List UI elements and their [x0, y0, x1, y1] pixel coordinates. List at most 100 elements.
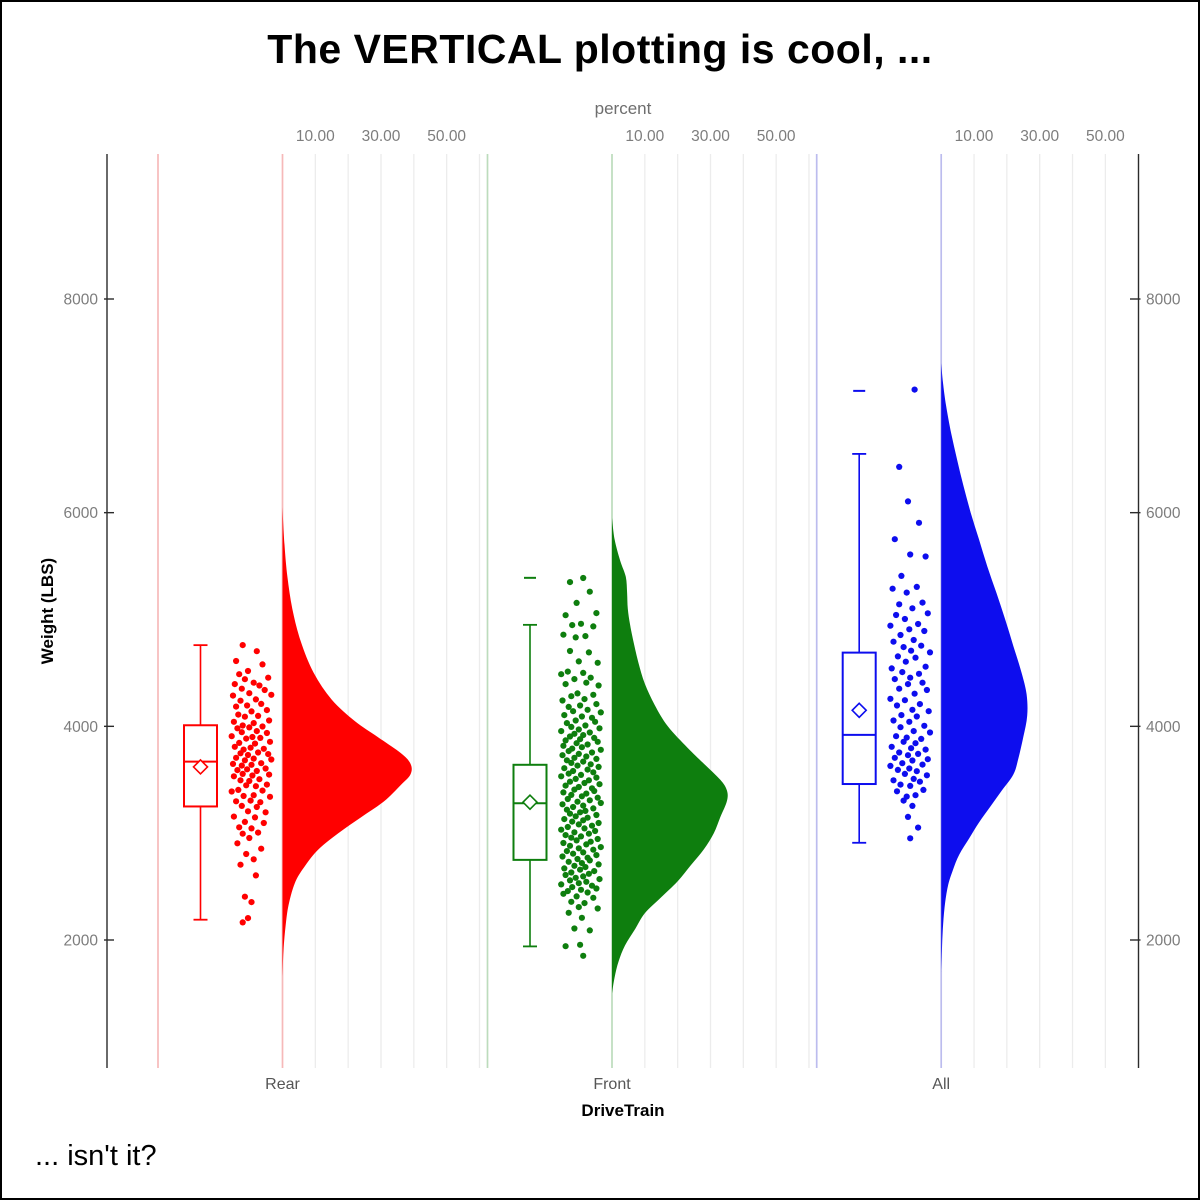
data-point: [566, 647, 574, 655]
data-point: [249, 772, 256, 779]
data-point: [233, 754, 240, 761]
data-point: [590, 769, 597, 776]
data-point: [899, 669, 906, 676]
data-point: [571, 754, 578, 761]
data-point: [253, 803, 260, 811]
data-point: [901, 615, 909, 623]
data-point: [893, 611, 900, 619]
data-point: [258, 845, 265, 852]
data-point: [266, 738, 274, 745]
data-point: [256, 682, 263, 689]
data-point: [577, 809, 584, 816]
data-point: [233, 798, 240, 805]
data-point: [911, 386, 918, 393]
y-tick-label: 8000: [64, 292, 99, 309]
data-point: [575, 750, 582, 758]
points-front: [558, 574, 604, 959]
data-point: [587, 761, 594, 768]
data-point: [559, 697, 566, 704]
data-point: [568, 693, 575, 700]
data-point: [560, 789, 567, 796]
data-point: [593, 610, 600, 617]
data-point: [262, 809, 269, 816]
data-point: [588, 882, 596, 889]
data-point: [592, 718, 599, 725]
data-point: [919, 761, 926, 768]
data-point: [569, 818, 576, 825]
data-point: [595, 763, 602, 771]
data-point: [584, 889, 591, 896]
data-point: [566, 579, 574, 586]
data-point: [240, 792, 247, 800]
data-point: [583, 679, 590, 686]
data-point: [250, 792, 257, 799]
data-point: [915, 620, 922, 628]
data-point: [268, 691, 275, 698]
data-point: [913, 713, 920, 720]
data-point: [595, 861, 602, 868]
data-point: [583, 841, 590, 848]
data-point: [575, 658, 582, 665]
data-point: [257, 734, 264, 742]
data-point: [896, 601, 903, 608]
data-point: [562, 782, 569, 789]
data-point: [593, 701, 600, 708]
data-point: [568, 723, 575, 731]
data-point: [597, 746, 604, 753]
data-point: [597, 844, 604, 851]
category-tick-label: All: [932, 1076, 950, 1093]
data-point: [565, 858, 572, 865]
data-point: [580, 873, 587, 880]
top-tick-label: 30.00: [362, 128, 401, 145]
data-point: [565, 748, 572, 755]
data-point: [910, 636, 917, 644]
mean-diamond: [521, 794, 539, 811]
data-point: [571, 786, 578, 793]
data-point: [244, 751, 252, 759]
data-point: [580, 574, 587, 582]
data-point: [890, 777, 897, 784]
data-point: [584, 741, 591, 748]
data-point: [916, 778, 924, 785]
data-point: [919, 679, 926, 686]
data-point: [910, 728, 917, 735]
data-point: [909, 802, 916, 810]
data-point: [229, 760, 237, 768]
data-point: [594, 905, 601, 912]
data-point: [558, 671, 565, 678]
data-point: [262, 765, 269, 772]
data-point: [909, 757, 916, 764]
violin-all: [941, 363, 1028, 973]
y-tick-label: 4000: [64, 719, 99, 736]
data-point: [588, 822, 596, 829]
data-point: [590, 894, 597, 901]
data-point: [228, 788, 235, 795]
data-point: [574, 855, 581, 863]
data-point: [586, 729, 593, 736]
data-point: [889, 585, 896, 592]
data-point: [560, 742, 567, 749]
data-point: [577, 833, 585, 840]
data-point: [248, 825, 255, 832]
data-point: [913, 768, 920, 775]
data-point: [238, 685, 245, 692]
data-point: [252, 696, 259, 703]
data-point: [266, 717, 273, 724]
data-point: [268, 756, 275, 763]
jitter-points: [228, 386, 934, 959]
data-point: [897, 724, 904, 731]
data-point: [890, 638, 897, 645]
data-point: [565, 770, 572, 777]
data-point: [577, 736, 584, 743]
data-point: [238, 729, 245, 736]
data-point: [918, 642, 925, 649]
data-point: [593, 885, 600, 892]
data-point: [597, 709, 604, 716]
data-point: [248, 761, 255, 768]
data-point: [900, 797, 907, 804]
data-point: [573, 837, 580, 844]
y-tick-label: 6000: [64, 505, 99, 522]
data-point: [265, 674, 272, 681]
data-point: [560, 631, 567, 638]
data-point: [253, 728, 260, 735]
